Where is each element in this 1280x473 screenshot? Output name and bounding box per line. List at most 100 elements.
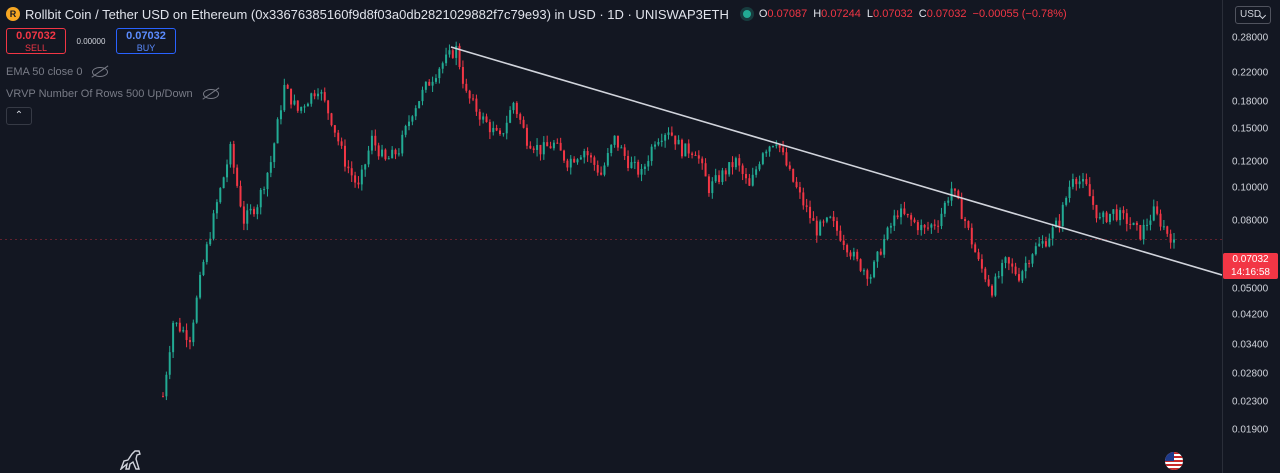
currency-select[interactable]: USD (1235, 6, 1271, 24)
candle (886, 226, 889, 241)
candle (1142, 219, 1145, 245)
candle (556, 138, 559, 144)
candle (613, 135, 616, 148)
candle (1139, 224, 1142, 241)
candle (266, 172, 269, 197)
sell-price: 0.07032 (16, 30, 56, 42)
candle (162, 392, 164, 398)
candle (667, 127, 670, 140)
rollbit-logo-icon: R (6, 7, 20, 21)
candle (1058, 214, 1061, 233)
candle (839, 225, 842, 242)
candle (222, 176, 225, 189)
candle (974, 242, 977, 253)
candle (593, 155, 596, 171)
candle (852, 247, 855, 261)
candle (252, 206, 255, 217)
candle (657, 138, 660, 147)
candle (910, 212, 913, 227)
candle (387, 155, 390, 160)
candle (654, 141, 657, 150)
price-tick: 0.28000 (1232, 32, 1269, 44)
candle (215, 199, 218, 219)
candle (451, 48, 454, 59)
candle (263, 186, 266, 195)
candle (627, 150, 630, 172)
price-tick: 0.10000 (1232, 182, 1269, 194)
candle (522, 116, 525, 129)
sell-button[interactable]: 0.07032 SELL (6, 28, 66, 54)
candle (283, 78, 286, 112)
candle (640, 164, 643, 182)
candle (862, 268, 865, 276)
eye-hidden-icon[interactable] (92, 67, 109, 77)
candle (1044, 236, 1047, 248)
candle (354, 171, 357, 188)
indicator-ema[interactable]: EMA 50 close 0 (6, 66, 109, 78)
candle (1065, 196, 1068, 207)
price-tick: 0.02800 (1232, 368, 1269, 380)
candle (1068, 180, 1071, 203)
candle (465, 78, 468, 93)
eye-hidden-icon[interactable] (202, 89, 219, 99)
candle (883, 234, 886, 258)
price-axis[interactable] (1222, 0, 1280, 473)
candle (445, 47, 448, 67)
candle (431, 76, 434, 92)
candle (1085, 173, 1088, 186)
candle (788, 161, 791, 171)
last-price-value: 0.07032 (1232, 254, 1269, 265)
candle (984, 266, 987, 283)
candle (741, 163, 744, 181)
candle (397, 148, 400, 157)
candle (1078, 175, 1081, 189)
candle (849, 250, 852, 260)
candle (798, 181, 801, 199)
candle (691, 151, 694, 159)
candle (1092, 189, 1095, 210)
candle (943, 200, 946, 218)
buy-button[interactable]: 0.07032 BUY (116, 28, 176, 54)
candle (408, 115, 411, 131)
candle (448, 44, 451, 58)
indicator-vrvp[interactable]: VRVP Number Of Rows 500 Up/Down (6, 88, 219, 100)
candle (1146, 218, 1149, 231)
candle (1088, 177, 1091, 197)
us-flag-icon[interactable] (1165, 452, 1183, 470)
candle (532, 146, 535, 154)
candle (1007, 256, 1010, 271)
candle (1082, 172, 1085, 189)
candle (896, 210, 899, 220)
candle (290, 88, 293, 109)
candle (246, 203, 249, 231)
candle (441, 61, 444, 74)
candle (401, 130, 404, 157)
trendline[interactable] (450, 46, 1222, 276)
candle (970, 223, 973, 249)
candle (499, 127, 501, 136)
candle (1112, 209, 1115, 221)
candle (485, 113, 488, 123)
price-tick: 0.01900 (1232, 424, 1269, 436)
candle (940, 207, 943, 230)
candle (1041, 235, 1044, 249)
collapse-indicators-button[interactable]: ⌃ (6, 107, 32, 125)
price-tick: 0.04200 (1232, 309, 1269, 321)
candle (819, 219, 822, 236)
candle (205, 241, 208, 265)
candle (694, 151, 697, 156)
candle (1071, 173, 1074, 190)
symbol-title[interactable]: Rollbit Coin / Tether USD on Ethereum (0… (25, 6, 729, 22)
ohlc-open: O0.07087 (758, 8, 808, 20)
price-tick: 0.12000 (1232, 156, 1269, 168)
ohlc-high: H0.07244 (813, 8, 861, 20)
candle (229, 141, 232, 168)
candle (583, 148, 586, 164)
candle (893, 209, 896, 231)
ohlc-close: C0.07032 (918, 8, 967, 20)
price-chart[interactable] (0, 0, 1222, 473)
candle (1001, 259, 1004, 284)
candle (873, 260, 876, 279)
candle (525, 124, 528, 150)
tradingview-dino-icon[interactable] (118, 448, 144, 470)
